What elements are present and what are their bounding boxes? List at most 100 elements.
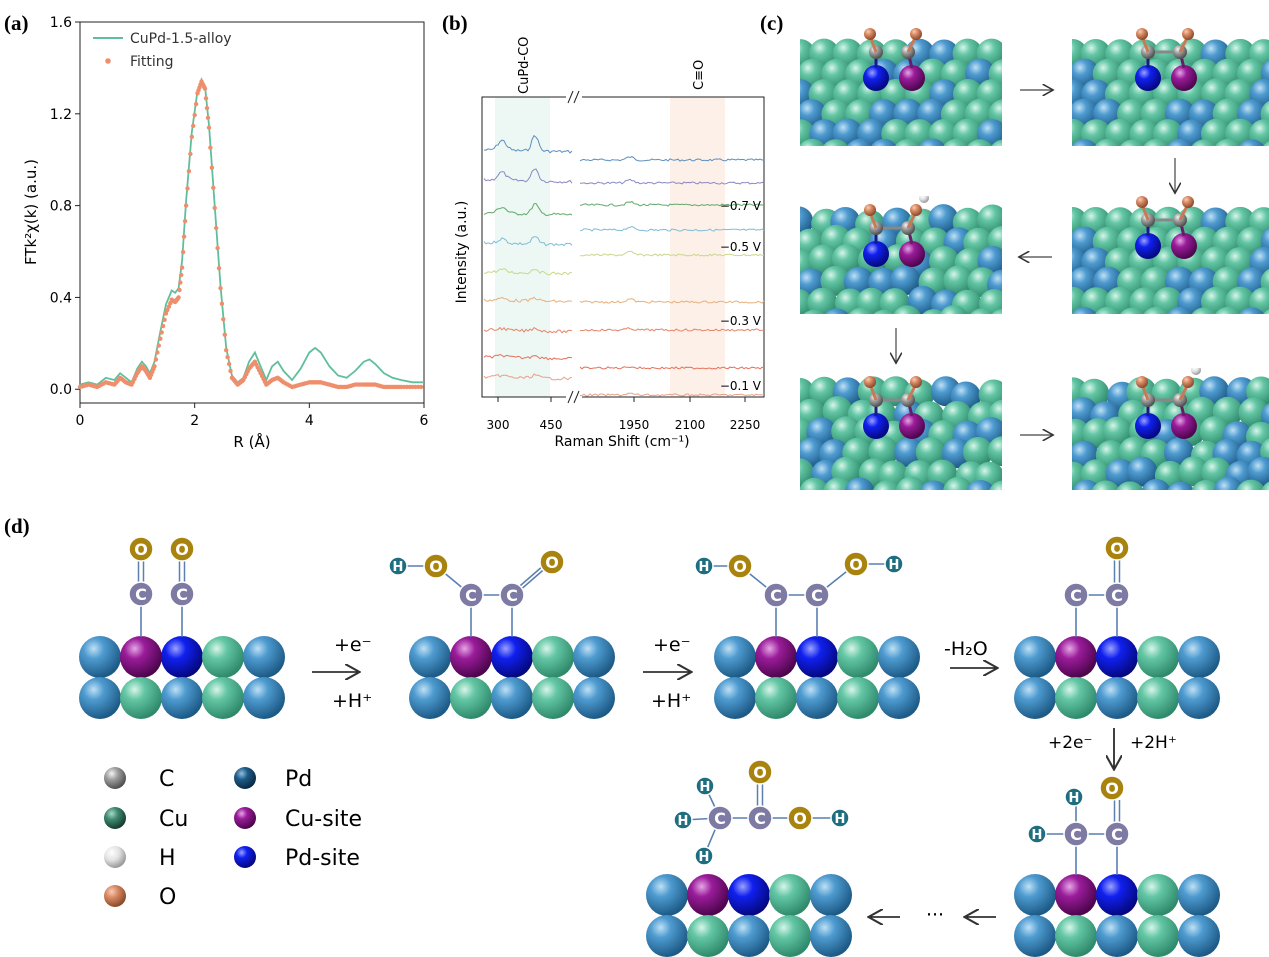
- pd-site-atom: [863, 65, 889, 91]
- slab-atom: [1177, 119, 1208, 146]
- surface-atom: [573, 636, 615, 678]
- spectrum-high: [579, 225, 765, 232]
- c-atom-label: C: [770, 586, 782, 605]
- surface-atom: [1137, 636, 1179, 678]
- o-atom-label: O: [849, 555, 863, 574]
- h-atom-node: [673, 810, 693, 830]
- fitting-point: [186, 169, 192, 174]
- fitting-point: [205, 115, 211, 121]
- surface-atom: [769, 874, 811, 916]
- slab-atom: [873, 480, 901, 490]
- spectrum-low: [483, 296, 573, 303]
- chart-b-frame: [481, 96, 765, 398]
- surface-atom: [1055, 677, 1097, 719]
- surface-atom: [1137, 915, 1179, 957]
- chart-a-legend: CuPd-1.5-alloy Fitting: [93, 31, 232, 70]
- surface-atom: [202, 636, 244, 678]
- fitting-point: [166, 304, 172, 309]
- fitting-point: [214, 225, 219, 231]
- legend-label-pd-site: Pd-site: [285, 846, 360, 871]
- slab-atom: [977, 204, 1002, 235]
- c-atom-node: [1104, 821, 1130, 847]
- legend-label-h: H: [159, 846, 176, 871]
- surface-atom: [1137, 677, 1179, 719]
- slab-atom: [820, 265, 851, 296]
- fitting-point: [211, 185, 216, 190]
- slab-atom: [856, 287, 887, 314]
- spectrum-high: [580, 327, 765, 332]
- c-atom-node: [707, 805, 733, 831]
- fitting-point: [219, 301, 225, 306]
- slab-atom: [907, 285, 938, 314]
- fitting-point: [158, 336, 163, 341]
- o-atom-node: [787, 805, 813, 831]
- o-atom-node: [1104, 535, 1130, 561]
- snapshot-2: [1072, 28, 1269, 146]
- step4-left-label: +2e⁻: [1048, 733, 1093, 753]
- fitting-point: [208, 145, 213, 150]
- c-atom-node: [747, 805, 773, 831]
- h-atom-node: [388, 556, 408, 576]
- o-atom: [864, 28, 876, 40]
- slab-atom: [832, 118, 863, 146]
- band-cupd-co: [495, 97, 550, 397]
- surface-atom: [878, 636, 920, 678]
- panel-label-d: (d): [4, 514, 30, 538]
- h-atom: [1191, 368, 1201, 375]
- fitting-point: [218, 286, 223, 291]
- slab-atom: [1129, 119, 1160, 146]
- o-atom-node: [747, 759, 773, 785]
- spectrum-low: [483, 268, 572, 276]
- c-atom-label: C: [176, 585, 188, 604]
- fitting-point: [209, 165, 215, 170]
- fitting-point: [189, 134, 194, 139]
- fitting-point: [188, 151, 193, 157]
- slab-atom: [848, 307, 874, 314]
- slab-atom: [940, 305, 968, 314]
- surface-atom: [714, 677, 756, 719]
- surface-atom: [120, 677, 162, 719]
- step1-bottom-label: +H⁺: [332, 690, 372, 712]
- slab-atom: [1177, 287, 1208, 314]
- o-atom-label: O: [1110, 539, 1124, 558]
- slab-atom: [952, 118, 983, 146]
- surface-atom: [1014, 915, 1056, 957]
- surface-atom: [1096, 915, 1138, 957]
- surface-atom: [687, 874, 729, 916]
- surface-atom: [796, 636, 838, 678]
- potential-label-2: −0.3 V: [720, 314, 762, 328]
- slab-atom: [1263, 140, 1269, 146]
- slab-atom: [1263, 308, 1269, 314]
- o-atom-label: O: [793, 809, 807, 828]
- surface-atom: [646, 874, 688, 916]
- cu-site-atom: [899, 413, 925, 439]
- pd-site-atom: [863, 413, 889, 439]
- slab-atom: [943, 265, 974, 296]
- spectrum-high: [579, 250, 765, 257]
- h-atom-node: [1064, 787, 1084, 807]
- slab-atom: [1215, 306, 1241, 314]
- surface-atom: [878, 677, 920, 719]
- o-atom-label: O: [134, 540, 148, 559]
- o-atom: [910, 28, 922, 40]
- slab-atom: [1167, 306, 1193, 314]
- spectrum-low: [483, 236, 573, 247]
- fitting-point: [153, 357, 159, 362]
- slab-atom: [1201, 286, 1231, 314]
- o-atom-label: O: [1105, 779, 1119, 798]
- step2-bottom-label: +H⁺: [651, 690, 691, 712]
- slab-atom: [1261, 481, 1269, 490]
- fitting-point: [191, 123, 196, 129]
- fitting-point: [193, 101, 199, 107]
- spectrum-high: [579, 392, 765, 397]
- legend-label-c: C: [159, 767, 174, 792]
- slab-atom: [894, 437, 925, 468]
- o-atom-node: [169, 536, 195, 562]
- slab-atom: [881, 119, 912, 146]
- slab-atom: [1141, 479, 1171, 490]
- xtick-300: 300: [487, 418, 510, 432]
- chart-a-ytick-label: 0.0: [50, 382, 72, 398]
- chart-a-xtick-label: 6: [420, 413, 429, 429]
- surface-atom: [202, 677, 244, 719]
